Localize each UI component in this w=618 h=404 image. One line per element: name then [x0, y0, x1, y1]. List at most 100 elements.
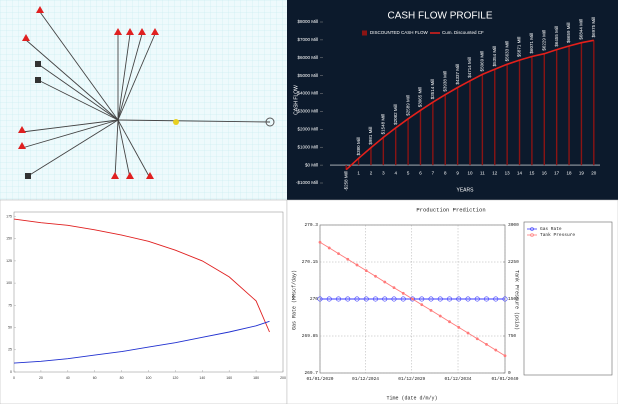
x-tick-label: 01/12/2029 [398, 376, 425, 382]
x-tick-label: 80 [120, 376, 124, 380]
junction [35, 77, 41, 83]
link [117, 119, 271, 123]
data-label: $2082 Mill [393, 104, 398, 125]
y-tick-label: 75 [8, 303, 12, 307]
data-label: $4714 Mill [467, 57, 472, 78]
data-label: $6071 Mill [529, 33, 534, 54]
x-tick-label: 3 [382, 170, 385, 175]
marker [437, 296, 443, 302]
node [18, 142, 26, 149]
x-tick-label: 6 [419, 170, 422, 175]
bar [568, 45, 570, 166]
line [13, 320, 270, 364]
cashflow-panel [287, 0, 618, 200]
x-tick-label: 12 [492, 170, 498, 175]
marker [363, 296, 369, 302]
y-tick-label: 270 [310, 296, 318, 302]
link [117, 119, 131, 179]
data-label: $5633 Mill [504, 41, 509, 62]
link [21, 119, 119, 133]
data-label: $981 Mill [368, 127, 373, 145]
y-tick-label: 270.15 [302, 259, 319, 265]
x-tick-label: 8 [444, 170, 447, 175]
x-tick-label: 120 [172, 376, 178, 380]
x-tick-label: 9 [456, 170, 459, 175]
y-tick-label: $6000 Mill [297, 55, 318, 60]
link [27, 119, 119, 177]
bar [456, 87, 459, 166]
marker [411, 297, 414, 301]
legend-box [523, 221, 613, 376]
marker [493, 296, 499, 302]
x-tick-label: 01/12/2024 [352, 376, 379, 382]
y-tick-label: 270.3 [304, 222, 318, 228]
y-tick-label: 125 [6, 259, 12, 263]
marker [465, 296, 471, 302]
marker [448, 320, 451, 324]
marker [364, 269, 368, 273]
bar [419, 110, 422, 166]
marker [494, 348, 498, 352]
diagram-links [21, 11, 271, 179]
legend-label: DISCOUNTED CASH FLOW [370, 30, 429, 35]
x-tick-label: 15 [529, 170, 535, 175]
node [138, 28, 146, 35]
x-tick-label: 13 [505, 170, 511, 175]
marker [335, 296, 341, 302]
data-label: $6455 Mill [554, 26, 559, 47]
data-label: $2589 Mill [405, 95, 410, 116]
y-tick-label: 25 [8, 348, 12, 352]
bar [555, 49, 558, 166]
node [36, 6, 44, 13]
data-label: $3065 Mill [418, 87, 423, 108]
x-tick-label: 2 [370, 170, 373, 175]
marker [474, 296, 480, 302]
node [111, 172, 119, 179]
diagram-nodes [18, 6, 159, 179]
x-axis-label: Time (date d/m/y) [386, 395, 437, 401]
x-tick-label: 20 [591, 170, 597, 175]
x-tick-label: 1 [357, 170, 360, 175]
line [345, 39, 594, 171]
junction [35, 61, 41, 67]
marker [346, 257, 350, 261]
marker [326, 296, 332, 302]
x-tick-label: 180 [253, 376, 259, 380]
marker [485, 342, 488, 346]
bar [382, 137, 385, 166]
y-tick-label: $4000 Mill [297, 91, 318, 96]
marker [456, 296, 462, 302]
marker [419, 296, 425, 302]
data-label: -$258 Mill [343, 171, 348, 191]
y-tick-label: 150 [6, 237, 12, 241]
marker [503, 354, 507, 358]
y2-tick-label: 2250 [508, 259, 519, 265]
marker [409, 296, 415, 302]
x-tick-label: 16 [542, 170, 548, 175]
data-label: $6659 Mill [566, 22, 571, 43]
x-tick-label: 01/12/2034 [445, 376, 472, 382]
y-axis-label: CASH FLOW [293, 85, 299, 115]
x-tick-label: 7 [432, 170, 435, 175]
chart-title: Production Prediction [416, 206, 485, 213]
bar [444, 94, 446, 166]
marker [392, 286, 396, 290]
node-sink [265, 117, 275, 127]
node [22, 34, 30, 41]
data-label: $1548 Mill [381, 114, 386, 135]
marker [355, 263, 359, 267]
marker [475, 337, 479, 341]
bar [481, 74, 484, 166]
node [126, 172, 134, 179]
bar [506, 64, 508, 166]
data-label: $6844 Mill [579, 19, 584, 40]
production-panel [286, 199, 618, 404]
bar [345, 165, 347, 170]
x-tick-label: 14 [517, 170, 523, 175]
y2-tick-label: 3000 [508, 222, 519, 228]
marker [401, 291, 405, 295]
bar [593, 40, 595, 166]
y-tick-label: $1000 Mill [297, 144, 318, 149]
y-tick-label: 175 [6, 214, 12, 218]
bar [494, 69, 496, 166]
